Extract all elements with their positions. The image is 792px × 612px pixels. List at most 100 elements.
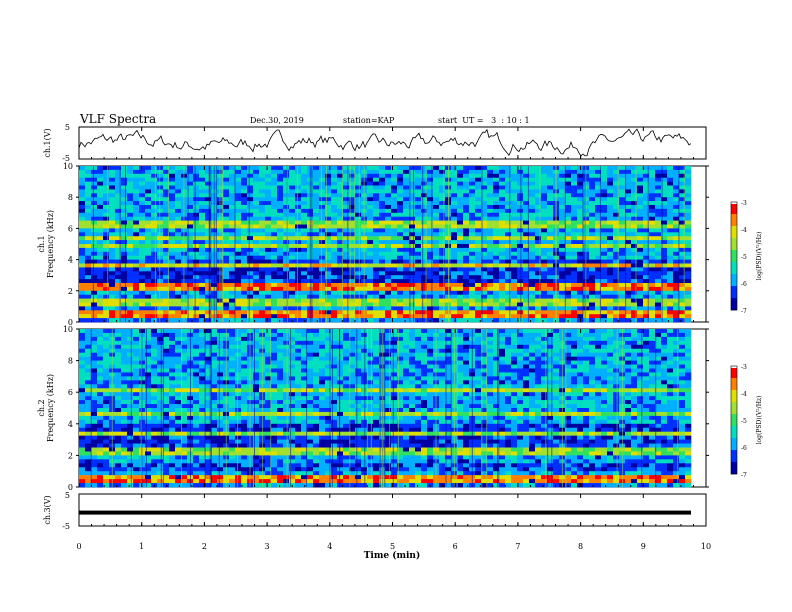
spectrogram-cell (157, 352, 164, 357)
spectrogram-cell (163, 193, 170, 198)
spectrogram-cell (259, 283, 266, 288)
spectrogram-cell (265, 189, 272, 194)
spectrogram-cell (235, 216, 242, 221)
spectrogram-cell (199, 166, 206, 171)
spectrogram-cell (613, 306, 620, 311)
spectrogram-cell (661, 329, 668, 334)
spectrogram-cell (391, 298, 398, 303)
spectrogram-cell (193, 302, 200, 307)
spectrogram-cell (415, 201, 422, 206)
spectrogram-cell (193, 173, 200, 178)
spectrogram-cell (463, 197, 470, 202)
spectrogram-cell (403, 294, 410, 299)
spectrogram-cell (667, 275, 674, 280)
spectrogram-cell (91, 302, 98, 307)
spectrogram-cell (541, 193, 548, 198)
spectrogram-cell (457, 259, 464, 264)
spectrogram-cell (667, 340, 674, 346)
spectrogram-cell (79, 329, 86, 334)
spectrogram-cell (337, 348, 344, 353)
spectrogram-cell (421, 332, 428, 338)
spectrogram-cell (499, 185, 506, 190)
spectrogram-cell (685, 310, 692, 315)
spectrogram-cell (91, 298, 98, 303)
spectrogram-cell (319, 271, 326, 276)
spectrogram-cell (331, 302, 338, 307)
impulse-streak (347, 166, 349, 322)
spectrogram-cell (397, 356, 404, 361)
spectrogram-cell (481, 271, 488, 276)
spectrogram-cell (529, 279, 536, 284)
spectrogram-cell (229, 275, 236, 280)
spectrogram-cell (409, 298, 416, 303)
spectrogram-cell (607, 356, 614, 361)
spectrogram-cell (265, 232, 272, 237)
spectrogram-cell (169, 344, 176, 350)
spectrogram-cell (655, 236, 662, 241)
spectrogram-cell (415, 275, 422, 280)
spectrogram-cell (295, 302, 302, 307)
spectrogram-cell (205, 310, 212, 315)
spectrogram-cell (145, 240, 152, 245)
spectrogram-cell (673, 236, 680, 241)
spectrogram-cell (301, 232, 308, 237)
spectrogram-cell (595, 275, 602, 280)
spectrogram-cell (685, 356, 692, 361)
spectrogram-cell (589, 271, 596, 276)
spectrogram-cell (109, 208, 116, 214)
spectrogram-cell (85, 177, 92, 182)
spectrogram-cell (397, 329, 404, 334)
spectrogram-cell (319, 240, 326, 245)
spectrogram-cell (391, 181, 398, 186)
spectrogram-cell (103, 259, 110, 264)
spectrogram-cell (487, 275, 494, 280)
spectrogram-cell (193, 220, 200, 225)
spectrogram-cell (331, 259, 338, 264)
spectrogram-cell (415, 169, 422, 175)
spectrogram-cell (205, 232, 212, 237)
spectrogram-cell (163, 302, 170, 307)
spectrogram-cell (631, 228, 638, 233)
spectrogram-cell (241, 244, 248, 249)
spectrogram-cell (163, 294, 170, 299)
spectrogram-cell (427, 169, 434, 175)
spectrogram-cell (601, 283, 608, 288)
start-time-label: start UT = 3 : 10 : 1 (438, 116, 530, 125)
spectrogram-cell (433, 173, 440, 178)
spectrogram-cell (541, 286, 548, 292)
spectrogram-cell (457, 240, 464, 245)
spectrogram-cell (121, 290, 128, 295)
spectrogram-cell (349, 344, 356, 350)
spectrogram-cell (643, 216, 650, 221)
spectrogram-cell (373, 329, 380, 334)
spectrogram-cell (595, 247, 602, 253)
spectrogram-cell (679, 310, 686, 315)
spectrogram-cell (91, 255, 98, 260)
spectrogram-cell (463, 240, 470, 245)
spectrogram-cell (667, 216, 674, 221)
spectrogram-cell (661, 348, 668, 353)
spectrogram-cell (457, 318, 464, 323)
spectrogram-cell (391, 193, 398, 198)
spectrogram-cell (145, 197, 152, 202)
spectrogram-cell (481, 189, 488, 194)
spectrogram-cell (109, 271, 116, 276)
spectrogram-cell (661, 244, 668, 249)
spectrogram-cell (361, 340, 368, 346)
spectrogram-cell (577, 220, 584, 225)
spectrogram-cell (589, 348, 596, 353)
spectrogram-cell (187, 294, 194, 299)
spectrogram-cell (667, 283, 674, 288)
spectrogram-cell (625, 310, 632, 315)
spectrogram-cell (355, 306, 362, 311)
spectrogram-cell (613, 212, 620, 217)
spectrogram-cell (463, 177, 470, 182)
spectrogram-cell (685, 259, 692, 264)
spectrogram-cell (421, 306, 428, 311)
spectrogram-cell (241, 318, 248, 323)
spectrogram-cell (223, 177, 230, 182)
spectrogram-cell (259, 302, 266, 307)
spectrogram-cell (91, 224, 98, 229)
spectrogram-cell (253, 166, 260, 171)
spectrogram-cell (205, 271, 212, 276)
